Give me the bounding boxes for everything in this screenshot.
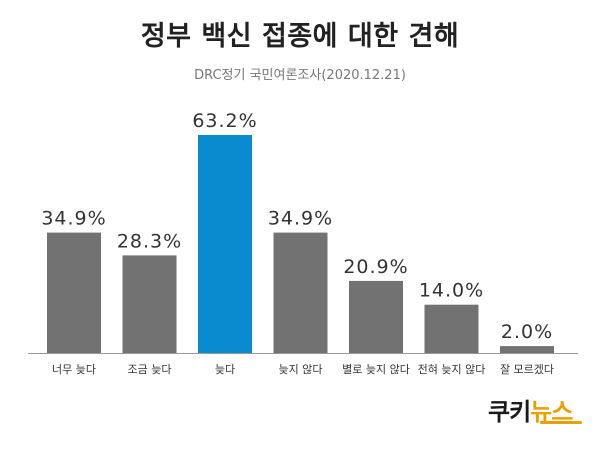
bar-value-label: 28.3% [117, 230, 182, 252]
bar-value-label: 2.0% [501, 321, 553, 343]
category-label: 잘 모르겠다 [500, 363, 554, 376]
chart-title: 정부 백신 접종에 대한 견해 [140, 21, 460, 52]
bar [349, 280, 403, 353]
category-label: 전혀 늦지 않다 [418, 363, 486, 376]
bar [47, 232, 101, 353]
bar-value-label: 63.2% [192, 110, 257, 132]
bar-value-label: 34.9% [268, 208, 333, 230]
category-label: 너무 늦다 [52, 363, 96, 376]
bar [500, 346, 554, 353]
bar-value-label: 14.0% [419, 280, 484, 302]
bar [273, 232, 328, 353]
bar [122, 255, 177, 353]
category-label: 별로 늦지 않다 [342, 363, 410, 376]
category-label: 늦지 않다 [279, 363, 323, 376]
category-label: 조금 늦다 [128, 363, 172, 376]
bar [198, 135, 252, 353]
logo-main: 쿠키 [488, 398, 531, 426]
chart-subtitle: DRC정기 국민여론조사(2020.12.21) [194, 68, 406, 83]
bar [424, 304, 479, 353]
bar-value-label: 20.9% [343, 256, 408, 278]
kukinews-logo: 쿠키뉴스 [488, 392, 584, 428]
logo-underline [540, 421, 582, 424]
bar-value-label: 34.9% [41, 208, 106, 230]
category-label: 늦다 [215, 363, 235, 376]
